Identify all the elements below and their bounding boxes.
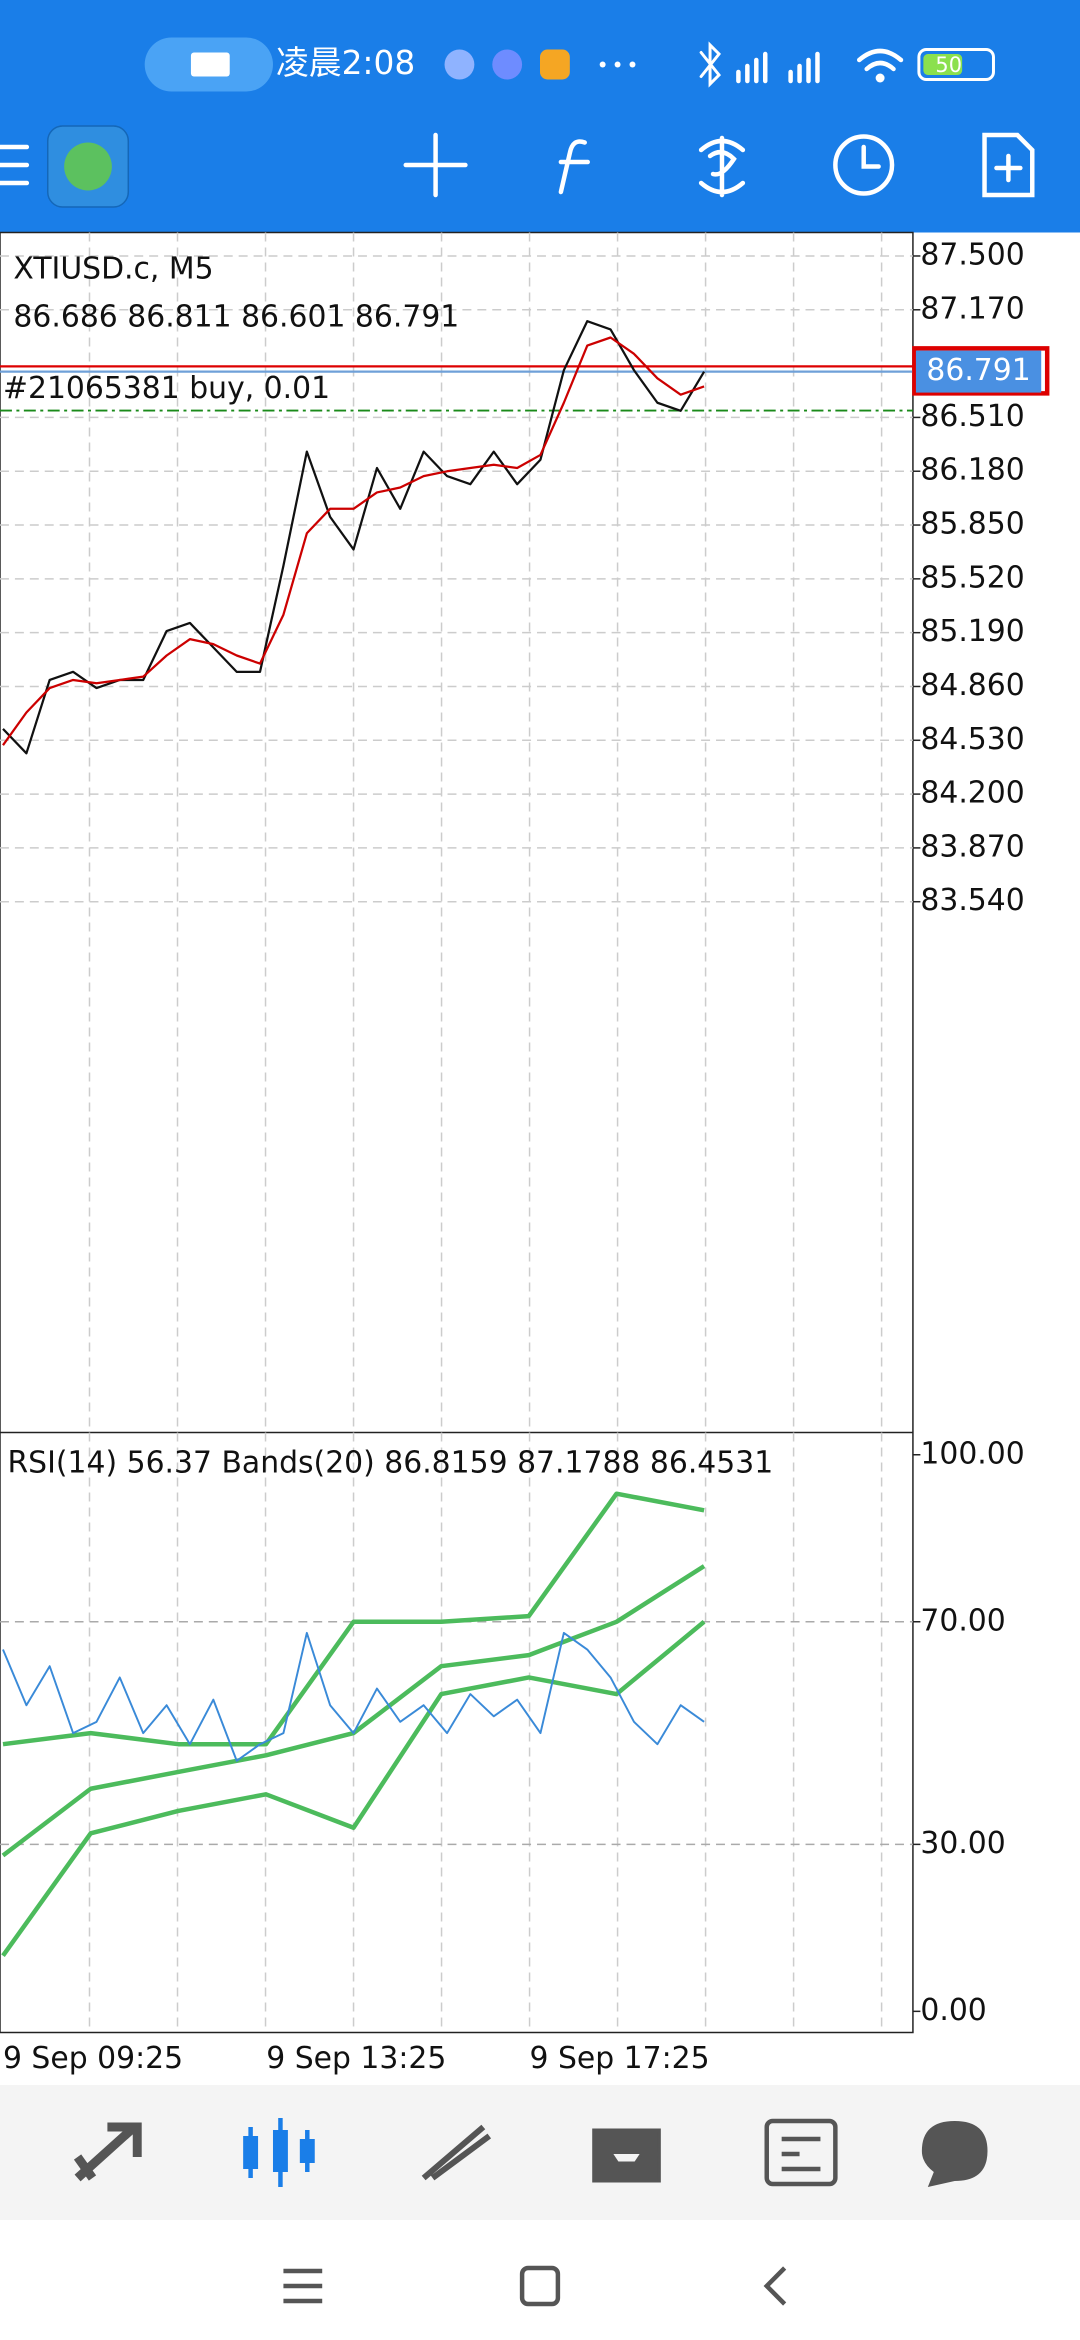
- battery-level: 50: [935, 53, 962, 77]
- wifi-dot: [875, 73, 885, 83]
- chart-frame: [0, 231, 914, 2034]
- price-tick-label: 85.520: [920, 560, 1024, 595]
- bottom-bar: [0, 2085, 1080, 2220]
- bluetooth-icon: [699, 41, 722, 88]
- signal-icon: [736, 51, 820, 84]
- price-tick-label: 86.180: [920, 453, 1024, 488]
- order-label: #21065381 buy, 0.01: [3, 371, 330, 406]
- crosshair-icon[interactable]: [403, 132, 468, 198]
- band-lower: [1, 1620, 706, 1958]
- price-tick-label: 87.170: [920, 291, 1024, 326]
- sys-menu[interactable]: [283, 2268, 323, 2304]
- chart-tab-candle: [243, 2136, 259, 2169]
- x-label: 9 Sep 09:25: [3, 2041, 183, 2076]
- bid-label: 86.791: [926, 353, 1030, 388]
- sys-back[interactable]: [763, 2266, 787, 2306]
- indicator-label: RSI(14) 56.37 Bands(20) 86.8159 87.1788 …: [7, 1445, 773, 1480]
- news-tab[interactable]: [764, 2118, 838, 2187]
- x-label: 9 Sep 13:25: [266, 2041, 446, 2076]
- rsi-line: [2, 1631, 705, 1762]
- sys-home[interactable]: [519, 2265, 561, 2307]
- battery-fill: [923, 54, 963, 75]
- chat-tab[interactable]: [921, 2121, 988, 2187]
- history-tab[interactable]: [592, 2128, 661, 2183]
- news-lines: [781, 2136, 821, 2172]
- battery-frame: [917, 48, 995, 81]
- price-tick-label: 85.190: [920, 614, 1024, 649]
- more-dot: [629, 61, 636, 68]
- more-dot: [614, 61, 621, 68]
- wifi-icon: [856, 48, 904, 72]
- app-icon: [540, 49, 570, 80]
- clock-hands: [861, 144, 881, 169]
- bid-box: [915, 350, 1042, 393]
- price-tick-label: 83.870: [920, 829, 1024, 864]
- trade-tab[interactable]: [421, 2124, 492, 2181]
- rsi-tick-label: 100.00: [920, 1436, 1024, 1471]
- menu-icon[interactable]: [0, 144, 30, 186]
- moving-average: [2, 336, 705, 746]
- price-tick-label: 86.510: [920, 399, 1024, 434]
- x-label: 9 Sep 17:25: [530, 2041, 710, 2076]
- app-icon: [492, 49, 523, 80]
- symbol-icon[interactable]: [698, 135, 746, 198]
- symbol-label: XTIUSD.c, M5: [13, 251, 213, 286]
- rsi-tick-label: 70.00: [920, 1603, 1005, 1638]
- price-tick-label: 84.530: [920, 722, 1024, 757]
- indicator-icon[interactable]: [558, 139, 590, 195]
- more-dot: [599, 61, 606, 68]
- price-tick-label: 84.860: [920, 668, 1024, 703]
- chart-tab-candle: [299, 2139, 315, 2163]
- price-tick-label: 83.540: [920, 883, 1024, 918]
- new-order-icon[interactable]: [982, 132, 1035, 198]
- chart-tab-candle: [272, 2130, 288, 2172]
- status-time: 凌晨2:08: [276, 43, 415, 82]
- header: [0, 0, 1080, 233]
- price-tick-label: 87.500: [920, 237, 1024, 272]
- rsi-tick-label: 30.00: [920, 1826, 1005, 1861]
- price-tick-label: 84.200: [920, 776, 1024, 811]
- timeframe-icon[interactable]: [833, 134, 895, 196]
- ohlc-label: 86.686 86.811 86.601 86.791: [13, 299, 459, 334]
- quotes-tab[interactable]: [73, 2122, 142, 2182]
- logo-globe: [64, 142, 112, 191]
- app-icon: [444, 49, 475, 80]
- plot: [0, 255, 913, 1958]
- price-tick-label: 85.850: [920, 506, 1024, 541]
- bid-box-border: [912, 346, 1050, 396]
- pill-icon: [190, 52, 230, 77]
- band-upper: [2, 1491, 705, 1747]
- rsi-tick-label: 0.00: [920, 1993, 986, 2028]
